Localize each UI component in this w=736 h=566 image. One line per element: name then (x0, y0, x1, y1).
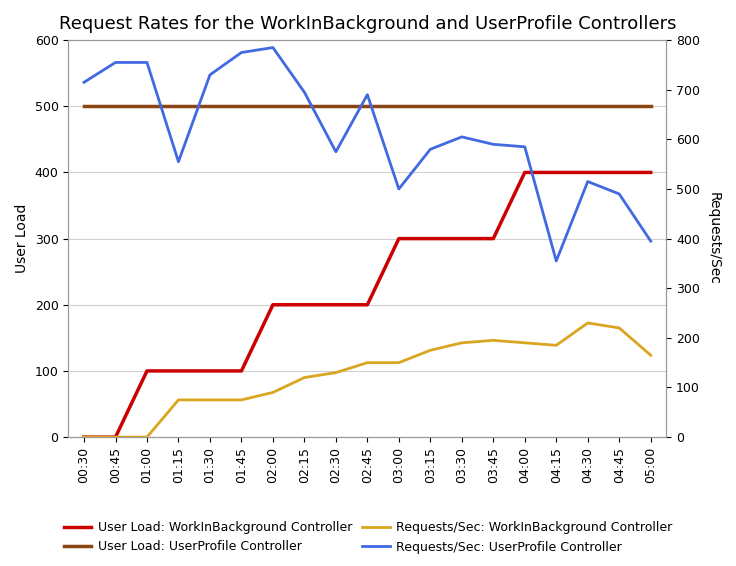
Requests/Sec: WorkInBackground Controller: (16, 230): WorkInBackground Controller: (16, 230) (584, 320, 592, 327)
Requests/Sec: WorkInBackground Controller: (1, 0): WorkInBackground Controller: (1, 0) (111, 434, 120, 440)
User Load: WorkInBackground Controller: (14, 400): WorkInBackground Controller: (14, 400) (520, 169, 529, 176)
Requests/Sec: WorkInBackground Controller: (15, 185): WorkInBackground Controller: (15, 185) (552, 342, 561, 349)
User Load: WorkInBackground Controller: (2, 100): WorkInBackground Controller: (2, 100) (143, 367, 152, 374)
Requests/Sec: UserProfile Controller: (11, 580): UserProfile Controller: (11, 580) (426, 146, 435, 153)
Requests/Sec: WorkInBackground Controller: (0, 0): WorkInBackground Controller: (0, 0) (79, 434, 88, 440)
Requests/Sec: UserProfile Controller: (18, 395): UserProfile Controller: (18, 395) (646, 238, 655, 245)
User Load: UserProfile Controller: (7, 500): UserProfile Controller: (7, 500) (300, 103, 309, 110)
Y-axis label: User Load: User Load (15, 204, 29, 273)
Requests/Sec: UserProfile Controller: (17, 490): UserProfile Controller: (17, 490) (615, 191, 623, 198)
Requests/Sec: UserProfile Controller: (6, 785): UserProfile Controller: (6, 785) (269, 44, 277, 51)
User Load: UserProfile Controller: (15, 500): UserProfile Controller: (15, 500) (552, 103, 561, 110)
Requests/Sec: WorkInBackground Controller: (13, 195): WorkInBackground Controller: (13, 195) (489, 337, 498, 344)
User Load: UserProfile Controller: (2, 500): UserProfile Controller: (2, 500) (143, 103, 152, 110)
User Load: WorkInBackground Controller: (15, 400): WorkInBackground Controller: (15, 400) (552, 169, 561, 176)
User Load: UserProfile Controller: (13, 500): UserProfile Controller: (13, 500) (489, 103, 498, 110)
Requests/Sec: WorkInBackground Controller: (9, 150): WorkInBackground Controller: (9, 150) (363, 359, 372, 366)
Requests/Sec: WorkInBackground Controller: (8, 130): WorkInBackground Controller: (8, 130) (331, 369, 340, 376)
Line: User Load: WorkInBackground Controller: User Load: WorkInBackground Controller (84, 173, 651, 437)
User Load: UserProfile Controller: (0, 500): UserProfile Controller: (0, 500) (79, 103, 88, 110)
User Load: UserProfile Controller: (3, 500): UserProfile Controller: (3, 500) (174, 103, 183, 110)
User Load: WorkInBackground Controller: (7, 200): WorkInBackground Controller: (7, 200) (300, 301, 309, 308)
Requests/Sec: UserProfile Controller: (2, 755): UserProfile Controller: (2, 755) (143, 59, 152, 66)
User Load: UserProfile Controller: (9, 500): UserProfile Controller: (9, 500) (363, 103, 372, 110)
User Load: UserProfile Controller: (4, 500): UserProfile Controller: (4, 500) (205, 103, 214, 110)
Requests/Sec: WorkInBackground Controller: (12, 190): WorkInBackground Controller: (12, 190) (457, 340, 466, 346)
Requests/Sec: UserProfile Controller: (4, 730): UserProfile Controller: (4, 730) (205, 71, 214, 78)
Requests/Sec: UserProfile Controller: (0, 715): UserProfile Controller: (0, 715) (79, 79, 88, 85)
Requests/Sec: UserProfile Controller: (7, 695): UserProfile Controller: (7, 695) (300, 89, 309, 96)
User Load: WorkInBackground Controller: (8, 200): WorkInBackground Controller: (8, 200) (331, 301, 340, 308)
Y-axis label: Requests/Sec: Requests/Sec (707, 192, 721, 285)
Requests/Sec: WorkInBackground Controller: (10, 150): WorkInBackground Controller: (10, 150) (394, 359, 403, 366)
Requests/Sec: WorkInBackground Controller: (7, 120): WorkInBackground Controller: (7, 120) (300, 374, 309, 381)
User Load: UserProfile Controller: (1, 500): UserProfile Controller: (1, 500) (111, 103, 120, 110)
User Load: WorkInBackground Controller: (11, 300): WorkInBackground Controller: (11, 300) (426, 235, 435, 242)
User Load: UserProfile Controller: (6, 500): UserProfile Controller: (6, 500) (269, 103, 277, 110)
User Load: UserProfile Controller: (8, 500): UserProfile Controller: (8, 500) (331, 103, 340, 110)
Requests/Sec: WorkInBackground Controller: (5, 75): WorkInBackground Controller: (5, 75) (237, 397, 246, 404)
Requests/Sec: UserProfile Controller: (14, 585): UserProfile Controller: (14, 585) (520, 143, 529, 150)
Line: Requests/Sec: UserProfile Controller: Requests/Sec: UserProfile Controller (84, 48, 651, 261)
Requests/Sec: UserProfile Controller: (3, 555): UserProfile Controller: (3, 555) (174, 158, 183, 165)
Requests/Sec: WorkInBackground Controller: (11, 175): WorkInBackground Controller: (11, 175) (426, 347, 435, 354)
Requests/Sec: UserProfile Controller: (5, 775): UserProfile Controller: (5, 775) (237, 49, 246, 56)
Requests/Sec: WorkInBackground Controller: (18, 165): WorkInBackground Controller: (18, 165) (646, 352, 655, 359)
User Load: WorkInBackground Controller: (17, 400): WorkInBackground Controller: (17, 400) (615, 169, 623, 176)
User Load: WorkInBackground Controller: (5, 100): WorkInBackground Controller: (5, 100) (237, 367, 246, 374)
Requests/Sec: UserProfile Controller: (8, 575): UserProfile Controller: (8, 575) (331, 148, 340, 155)
Title: Request Rates for the WorkInBackground and UserProfile Controllers: Request Rates for the WorkInBackground a… (59, 15, 676, 33)
User Load: UserProfile Controller: (14, 500): UserProfile Controller: (14, 500) (520, 103, 529, 110)
User Load: WorkInBackground Controller: (10, 300): WorkInBackground Controller: (10, 300) (394, 235, 403, 242)
User Load: UserProfile Controller: (11, 500): UserProfile Controller: (11, 500) (426, 103, 435, 110)
Requests/Sec: WorkInBackground Controller: (4, 75): WorkInBackground Controller: (4, 75) (205, 397, 214, 404)
Requests/Sec: WorkInBackground Controller: (14, 190): WorkInBackground Controller: (14, 190) (520, 340, 529, 346)
User Load: WorkInBackground Controller: (3, 100): WorkInBackground Controller: (3, 100) (174, 367, 183, 374)
User Load: UserProfile Controller: (18, 500): UserProfile Controller: (18, 500) (646, 103, 655, 110)
Requests/Sec: UserProfile Controller: (10, 500): UserProfile Controller: (10, 500) (394, 186, 403, 192)
Requests/Sec: WorkInBackground Controller: (6, 90): WorkInBackground Controller: (6, 90) (269, 389, 277, 396)
Legend: User Load: WorkInBackground Controller, User Load: UserProfile Controller, Reque: User Load: WorkInBackground Controller, … (57, 515, 679, 560)
Requests/Sec: WorkInBackground Controller: (17, 220): WorkInBackground Controller: (17, 220) (615, 324, 623, 331)
User Load: UserProfile Controller: (10, 500): UserProfile Controller: (10, 500) (394, 103, 403, 110)
User Load: WorkInBackground Controller: (4, 100): WorkInBackground Controller: (4, 100) (205, 367, 214, 374)
User Load: WorkInBackground Controller: (13, 300): WorkInBackground Controller: (13, 300) (489, 235, 498, 242)
Requests/Sec: UserProfile Controller: (12, 605): UserProfile Controller: (12, 605) (457, 134, 466, 140)
Line: Requests/Sec: WorkInBackground Controller: Requests/Sec: WorkInBackground Controlle… (84, 323, 651, 437)
User Load: UserProfile Controller: (5, 500): UserProfile Controller: (5, 500) (237, 103, 246, 110)
User Load: UserProfile Controller: (17, 500): UserProfile Controller: (17, 500) (615, 103, 623, 110)
User Load: WorkInBackground Controller: (12, 300): WorkInBackground Controller: (12, 300) (457, 235, 466, 242)
User Load: UserProfile Controller: (12, 500): UserProfile Controller: (12, 500) (457, 103, 466, 110)
User Load: WorkInBackground Controller: (16, 400): WorkInBackground Controller: (16, 400) (584, 169, 592, 176)
User Load: WorkInBackground Controller: (18, 400): WorkInBackground Controller: (18, 400) (646, 169, 655, 176)
User Load: WorkInBackground Controller: (6, 200): WorkInBackground Controller: (6, 200) (269, 301, 277, 308)
User Load: WorkInBackground Controller: (1, 0): WorkInBackground Controller: (1, 0) (111, 434, 120, 440)
Requests/Sec: UserProfile Controller: (16, 515): UserProfile Controller: (16, 515) (584, 178, 592, 185)
Requests/Sec: UserProfile Controller: (9, 690): UserProfile Controller: (9, 690) (363, 91, 372, 98)
Requests/Sec: UserProfile Controller: (13, 590): UserProfile Controller: (13, 590) (489, 141, 498, 148)
Requests/Sec: WorkInBackground Controller: (3, 75): WorkInBackground Controller: (3, 75) (174, 397, 183, 404)
Requests/Sec: WorkInBackground Controller: (2, 0): WorkInBackground Controller: (2, 0) (143, 434, 152, 440)
Requests/Sec: UserProfile Controller: (15, 355): UserProfile Controller: (15, 355) (552, 258, 561, 264)
User Load: WorkInBackground Controller: (0, 0): WorkInBackground Controller: (0, 0) (79, 434, 88, 440)
User Load: WorkInBackground Controller: (9, 200): WorkInBackground Controller: (9, 200) (363, 301, 372, 308)
Requests/Sec: UserProfile Controller: (1, 755): UserProfile Controller: (1, 755) (111, 59, 120, 66)
User Load: UserProfile Controller: (16, 500): UserProfile Controller: (16, 500) (584, 103, 592, 110)
